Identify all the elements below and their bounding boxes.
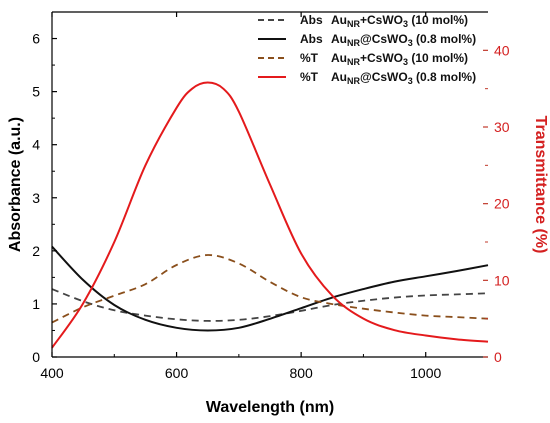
legend-label-part: (10 mol%) [408, 13, 468, 27]
legend-label-part: 3 [403, 57, 408, 67]
legend-label-part: (0.8 mol%) [413, 70, 476, 84]
legend-label-part: 3 [408, 76, 413, 86]
series-1-line [51, 288, 489, 322]
x-tick-label: 600 [165, 365, 189, 381]
x-tick-label: 400 [40, 365, 64, 381]
x-tick-label: 1000 [410, 365, 441, 381]
legend-prefix: Abs [300, 13, 323, 27]
legend-prefix: Abs [300, 32, 323, 46]
y2-tick-label: 40 [494, 42, 510, 58]
legend-label: AuNR+CsWO3 (10 mol%) [331, 51, 468, 67]
y2-tick-label: 0 [494, 349, 502, 365]
x-tick-label: 800 [289, 365, 313, 381]
legend-label-part: @CsWO [360, 70, 408, 84]
legend-label-part: Au [331, 70, 347, 84]
y-tick-label: 6 [32, 31, 40, 47]
legend-label-part: @CsWO [360, 32, 408, 46]
series-3-line [51, 254, 489, 324]
legend-label-part: +CsWO [360, 51, 403, 65]
legend-prefix: %T [300, 51, 319, 65]
legend: Abs AuNR+CsWO3 (10 mol%)Abs AuNR@CsWO3 (0.… [258, 13, 476, 86]
legend-label-part: (0.8 mol%) [413, 32, 476, 46]
series-4-line [51, 81, 489, 349]
y-axis-title: Absorbance (a.u.) [7, 117, 24, 252]
legend-label-part: NR [347, 19, 360, 29]
legend-label: AuNR@CsWO3 (0.8 mol%) [331, 70, 476, 86]
legend-label-part: 3 [403, 19, 408, 29]
legend-label-part: Au [331, 32, 347, 46]
legend-prefix: %T [300, 70, 319, 84]
y-tick-label: 5 [32, 84, 40, 100]
y2-tick-label: 30 [494, 119, 510, 135]
legend-label-part: 3 [408, 38, 413, 48]
legend-label-part: Au [331, 13, 347, 27]
y-tick-label: 2 [32, 243, 40, 259]
legend-label: AuNR@CsWO3 (0.8 mol%) [331, 32, 476, 48]
legend-label-part: +CsWO [360, 13, 403, 27]
y2-axis-title: Transmittance (%) [532, 116, 549, 254]
x-axis-title: Wavelength (nm) [206, 399, 334, 416]
legend-label: AuNR+CsWO3 (10 mol%) [331, 13, 468, 29]
legend-label-part: (10 mol%) [408, 51, 468, 65]
y-tick-label: 1 [32, 296, 40, 312]
y-tick-label: 0 [32, 349, 40, 365]
y2-tick-label: 10 [494, 272, 510, 288]
y-tick-label: 4 [32, 137, 40, 153]
legend-label-part: NR [347, 38, 360, 48]
series-2-line [51, 245, 489, 332]
y-tick-label: 3 [32, 190, 40, 206]
legend-label-part: Au [331, 51, 347, 65]
axes-layer: 400 600 800 1000 0 1 2 3 4 5 6 0 10 20 30 40 [32, 11, 510, 381]
y2-tick-label: 20 [494, 196, 510, 212]
series-layer [51, 81, 489, 349]
legend-label-part: NR [347, 76, 360, 86]
legend-label-part: NR [347, 57, 360, 67]
